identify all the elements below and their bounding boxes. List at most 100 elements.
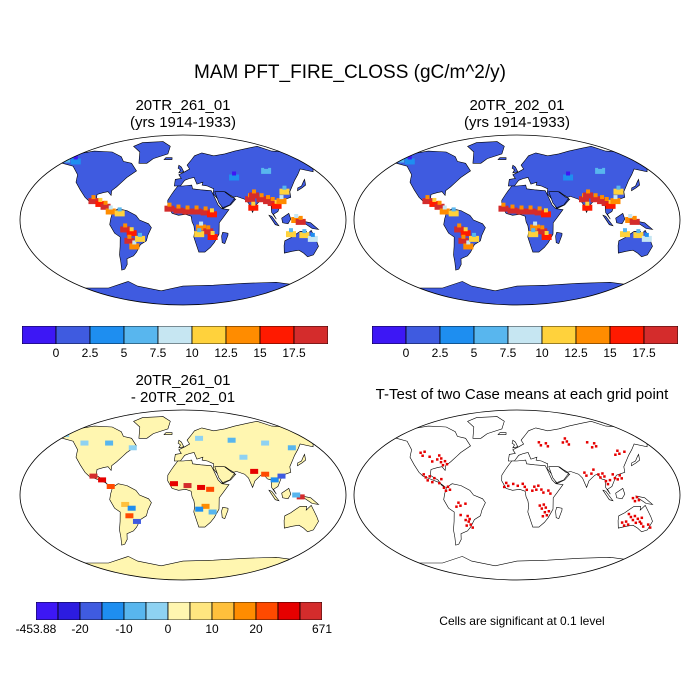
significant-cell	[537, 441, 541, 444]
land-japan	[297, 453, 306, 467]
fire-cell	[98, 197, 103, 202]
significant-cell	[457, 501, 460, 504]
diff-cell	[261, 471, 270, 477]
panel-4-title: T-Test of two Case means at each grid po…	[352, 386, 692, 403]
significant-cell	[646, 523, 650, 526]
land-borneo	[615, 212, 626, 225]
colorbar-tick-label: -453.88	[15, 622, 57, 636]
significant-cell	[620, 477, 623, 480]
colorbar-tick-label: 5	[120, 346, 128, 360]
colorbar-tick-label: 17.5	[632, 346, 656, 360]
diff-cell	[197, 484, 206, 490]
significant-cell	[592, 442, 596, 445]
fire-cell	[209, 208, 214, 213]
colorbar-box	[79, 602, 103, 620]
significant-cell	[616, 478, 619, 481]
land-madagascar	[221, 231, 229, 244]
colorbar-box	[473, 326, 509, 344]
land-greenland	[467, 141, 505, 164]
diff-cell	[277, 473, 286, 479]
significant-cell	[535, 488, 538, 491]
diff-cell	[128, 445, 137, 451]
fire-cell	[114, 210, 125, 217]
significant-cell	[466, 514, 469, 518]
fire-cell	[454, 226, 465, 233]
land-madagascar	[555, 506, 563, 519]
fire-cell	[176, 204, 181, 209]
land-uk	[511, 164, 519, 174]
diff-cell	[105, 440, 114, 446]
significant-cell	[592, 468, 595, 471]
significant-cell	[585, 474, 588, 477]
land-europe-asia	[173, 145, 323, 220]
fire-cell	[543, 208, 548, 213]
significant-cell	[547, 489, 550, 492]
significant-cell	[611, 473, 614, 476]
fire-cell	[537, 228, 548, 235]
land-arabia-hint	[214, 466, 236, 484]
fire-cell	[519, 205, 524, 210]
fire-cell	[585, 201, 590, 206]
diff-cell	[250, 468, 259, 474]
fire-cell	[469, 235, 480, 242]
land-borneo	[281, 487, 292, 500]
significant-cell	[594, 445, 598, 448]
significant-cell	[634, 521, 638, 525]
map-border	[353, 134, 681, 306]
significant-cell	[531, 489, 534, 492]
fire-cell	[636, 229, 641, 234]
fire-cell	[105, 208, 116, 215]
land-arabia-hint	[214, 191, 236, 209]
diff-cell	[132, 518, 141, 524]
fire-cell	[463, 243, 474, 250]
colorbar-box	[299, 602, 322, 620]
fire-cell	[613, 188, 624, 195]
colorbar-tick-label: 12.5	[564, 346, 588, 360]
fire-cell	[633, 232, 644, 239]
significant-cell	[448, 488, 452, 491]
fire-cell	[132, 240, 137, 245]
fire-cell	[129, 227, 134, 232]
colorbar-tick-label: 10	[185, 346, 199, 360]
fire-cell	[251, 201, 256, 206]
land-uk	[177, 439, 185, 449]
fire-cell	[229, 174, 240, 181]
colorbar-box	[189, 602, 213, 620]
diff-cell	[89, 473, 98, 479]
significant-cell	[467, 520, 470, 523]
fire-cell	[203, 228, 214, 235]
colorbar-box	[55, 326, 91, 344]
significant-cell	[441, 463, 445, 467]
colorbar-box	[36, 602, 59, 620]
fire-cell	[252, 189, 257, 194]
fire-cell	[138, 232, 143, 237]
significant-cell	[561, 441, 565, 444]
significant-cell	[618, 474, 621, 477]
fire-cell	[466, 240, 471, 245]
fire-cell	[248, 204, 259, 211]
significant-cell	[614, 453, 617, 456]
significant-cell	[542, 491, 545, 494]
colorbar-tick-label: 671	[311, 622, 333, 636]
significant-cell	[620, 521, 624, 524]
fire-cell	[540, 225, 545, 230]
colorbar-box	[575, 326, 611, 344]
diff-cell	[261, 440, 270, 446]
fire-cell	[279, 195, 284, 200]
fire-cell	[563, 174, 574, 181]
significant-cell	[606, 482, 610, 486]
fire-cell	[88, 198, 99, 205]
significant-cell	[435, 458, 439, 461]
panel-3-title-line1: 20TR_261_01	[135, 372, 231, 389]
significant-cell	[639, 522, 643, 525]
fire-cell	[182, 208, 193, 215]
significant-cell	[641, 525, 645, 528]
fire-cell	[256, 196, 267, 203]
significant-cell	[546, 445, 550, 448]
colorbar-difference	[36, 602, 322, 620]
significant-cell	[439, 460, 443, 464]
fire-cell	[457, 223, 462, 228]
fire-cell	[126, 230, 137, 237]
fire-cell	[498, 205, 509, 212]
land-japan	[631, 178, 640, 192]
